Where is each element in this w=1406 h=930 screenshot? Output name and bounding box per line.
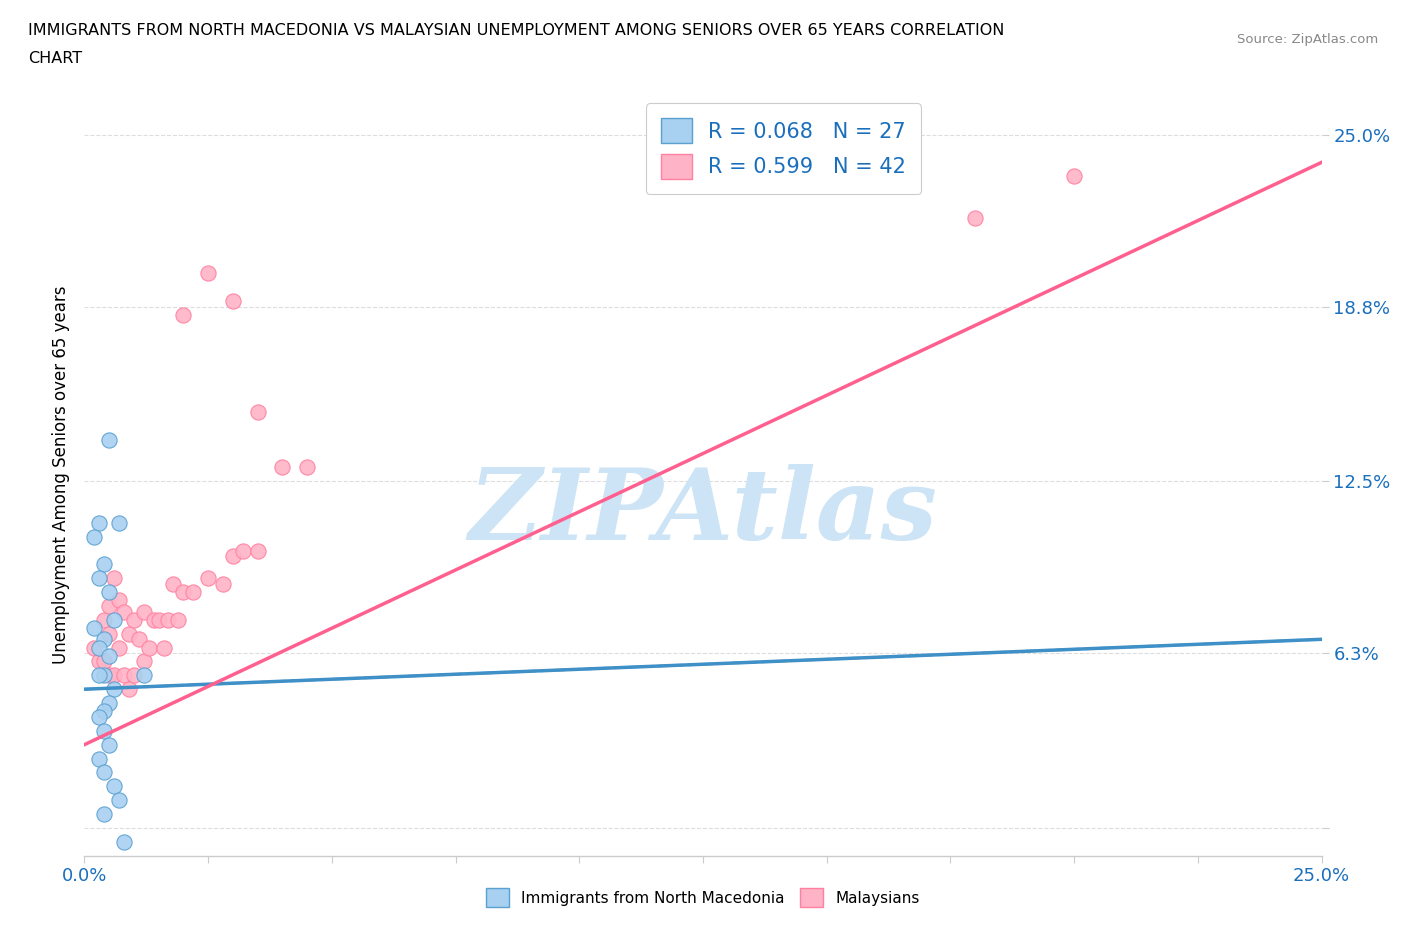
Point — [108, 515, 131, 530]
Point — [98, 585, 121, 600]
Point — [246, 405, 269, 419]
Point — [83, 640, 105, 655]
Point — [118, 682, 141, 697]
Point — [132, 604, 155, 619]
Point — [89, 515, 111, 530]
Point — [112, 834, 135, 849]
Legend: R = 0.068   N = 27, R = 0.599   N = 42: R = 0.068 N = 27, R = 0.599 N = 42 — [645, 103, 921, 193]
Text: CHART: CHART — [28, 51, 82, 66]
Point — [108, 792, 131, 807]
Point — [112, 668, 135, 683]
Point — [89, 640, 111, 655]
Point — [83, 620, 105, 635]
Point — [93, 724, 115, 738]
Point — [965, 210, 987, 225]
Point — [93, 704, 115, 719]
Point — [93, 668, 115, 683]
Point — [89, 710, 111, 724]
Text: Source: ZipAtlas.com: Source: ZipAtlas.com — [1237, 33, 1378, 46]
Point — [1063, 168, 1085, 183]
Point — [89, 751, 111, 766]
Point — [98, 599, 121, 614]
Point — [222, 549, 245, 564]
Point — [118, 626, 141, 641]
Point — [122, 668, 145, 683]
Point — [103, 571, 125, 586]
Point — [181, 585, 204, 600]
Point — [103, 682, 125, 697]
Point — [93, 654, 115, 669]
Point — [93, 765, 115, 780]
Point — [246, 543, 269, 558]
Point — [232, 543, 254, 558]
Point — [98, 668, 121, 683]
Point — [112, 604, 135, 619]
Point — [128, 631, 150, 646]
Point — [271, 460, 294, 475]
Point — [103, 613, 125, 628]
Point — [122, 613, 145, 628]
Point — [132, 654, 155, 669]
Point — [222, 294, 245, 309]
Point — [167, 613, 190, 628]
Point — [108, 640, 131, 655]
Point — [93, 806, 115, 821]
Point — [132, 668, 155, 683]
Point — [83, 529, 105, 544]
Point — [152, 640, 174, 655]
Point — [89, 668, 111, 683]
Point — [162, 577, 184, 591]
Point — [103, 668, 125, 683]
Point — [98, 648, 121, 663]
Point — [142, 613, 165, 628]
Point — [89, 571, 111, 586]
Point — [172, 585, 194, 600]
Point — [212, 577, 235, 591]
Point — [89, 654, 111, 669]
Point — [172, 308, 194, 323]
Point — [93, 557, 115, 572]
Point — [98, 737, 121, 752]
Point — [148, 613, 170, 628]
Point — [98, 626, 121, 641]
Legend: Immigrants from North Macedonia, Malaysians: Immigrants from North Macedonia, Malaysi… — [481, 883, 925, 913]
Point — [108, 593, 131, 608]
Point — [197, 571, 219, 586]
Point — [93, 613, 115, 628]
Point — [103, 778, 125, 793]
Point — [157, 613, 180, 628]
Y-axis label: Unemployment Among Seniors over 65 years: Unemployment Among Seniors over 65 years — [52, 286, 70, 663]
Text: ZIPAtlas: ZIPAtlas — [468, 464, 938, 561]
Point — [93, 631, 115, 646]
Point — [197, 266, 219, 281]
Point — [98, 696, 121, 711]
Point — [138, 640, 160, 655]
Text: IMMIGRANTS FROM NORTH MACEDONIA VS MALAYSIAN UNEMPLOYMENT AMONG SENIORS OVER 65 : IMMIGRANTS FROM NORTH MACEDONIA VS MALAY… — [28, 23, 1004, 38]
Point — [98, 432, 121, 447]
Point — [295, 460, 318, 475]
